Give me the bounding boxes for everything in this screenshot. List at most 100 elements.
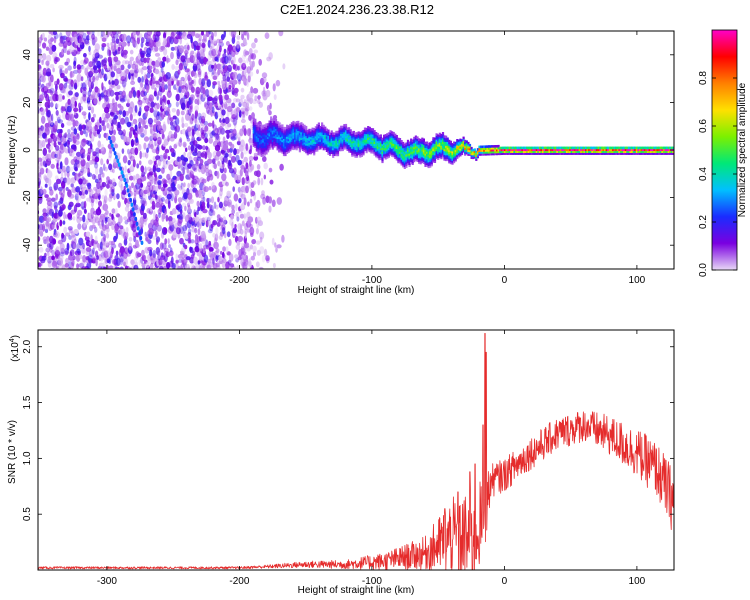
heatmap-cell [413,157,416,161]
heatmap-cell [306,148,309,152]
heatmap-cell [519,150,522,153]
heatmap-cell [172,230,178,239]
heatmap-cell [266,56,272,62]
heatmap-cell [305,148,308,152]
heatmap-cell [113,151,117,156]
heatmap-cell [440,154,443,158]
heatmap-cell [73,82,78,90]
heatmap-cell [344,146,348,150]
heatmap-cell [206,197,212,203]
heatmap-cell [161,103,165,109]
heatmap-cell [180,55,186,63]
heatmap-cell [359,145,362,149]
heatmap-cell [39,94,44,102]
heatmap-cell [128,175,134,181]
heatmap-cell [83,129,86,135]
heatmap-cell [274,137,278,141]
heatmap-cell [65,31,71,37]
heatmap-cell [244,50,250,56]
heatmap-cell [583,148,586,152]
heatmap-cell [276,130,279,134]
heatmap-cell [76,156,81,161]
heatmap-cell [521,148,524,152]
heatmap-cell [278,132,281,136]
heatmap-cell [270,131,273,135]
heatmap-cell [292,126,295,130]
heatmap-cell [418,147,421,151]
heatmap-cell [155,236,161,243]
heatmap-cell [300,143,303,146]
heatmap-cell [491,147,494,150]
heatmap-cell [271,118,274,122]
heatmap-cell [532,148,535,152]
heatmap-cell [216,55,220,63]
heatmap-cell [163,32,167,39]
heatmap-cell [222,216,227,225]
heatmap-cell [116,85,121,90]
heatmap-cell [279,127,282,130]
heatmap-cell [309,144,313,147]
heatmap-cell [402,143,405,147]
heatmap-cell [405,165,408,168]
heatmap-cell [195,189,199,198]
heatmap-cell [69,70,73,79]
heatmap-cell [538,150,541,153]
heatmap-cell [246,31,249,37]
heatmap-cell [274,139,278,143]
heatmap-cell [572,150,575,153]
heatmap-cell [271,120,274,123]
heatmap-cell [368,136,371,139]
heatmap-cell [208,89,214,97]
heatmap-cell [421,158,424,162]
heatmap-cell [468,145,472,149]
heatmap-cell [338,141,341,144]
heatmap-cell [360,152,363,155]
heatmap-cell [270,127,273,131]
heatmap-cell [470,148,473,152]
heatmap-cell [400,147,403,151]
heatmap-cell [198,188,203,196]
heatmap-cell [443,141,446,144]
heatmap-cell [281,151,284,154]
heatmap-cell [383,138,386,142]
heatmap-cell [446,152,449,156]
heatmap-cell [281,128,284,131]
heatmap-cell [262,134,265,137]
heatmap-cell [163,227,168,234]
heatmap-cell [259,149,262,153]
heatmap-cell [284,142,287,145]
heatmap-cell [215,227,219,235]
heatmap-cell [363,129,367,132]
heatmap-cell [298,124,301,128]
heatmap-cell [119,225,124,230]
heatmap-cell [634,150,637,153]
heatmap-cell [453,143,456,147]
heatmap-cell [362,150,365,154]
heatmap-cell [168,164,174,171]
heatmap-cell [282,128,286,132]
heatmap-cell [188,228,192,235]
heatmap-cell [112,147,116,152]
heatmap-cell [262,145,265,149]
heatmap-cell [410,140,413,143]
heatmap-cell [456,146,459,150]
heatmap-cell [261,254,266,263]
heatmap-cell [313,147,316,150]
heatmap-cell [340,140,343,144]
heatmap-cell [640,146,643,150]
heatmap-cell [333,151,336,155]
heatmap-cell [270,144,273,148]
heatmap-cell [621,146,624,150]
heatmap-cell [494,150,497,154]
heatmap-cell [168,220,174,226]
heatmap-cell [295,121,298,124]
heatmap-cell [294,135,297,139]
heatmap-cell [157,57,161,62]
heatmap-cell [273,118,276,121]
heatmap-cell [282,145,286,149]
heatmap-cell [359,147,362,150]
heatmap-cell [406,160,410,164]
heatmap-cell [573,150,576,153]
heatmap-cell [140,240,144,245]
heatmap-cell [308,128,311,132]
